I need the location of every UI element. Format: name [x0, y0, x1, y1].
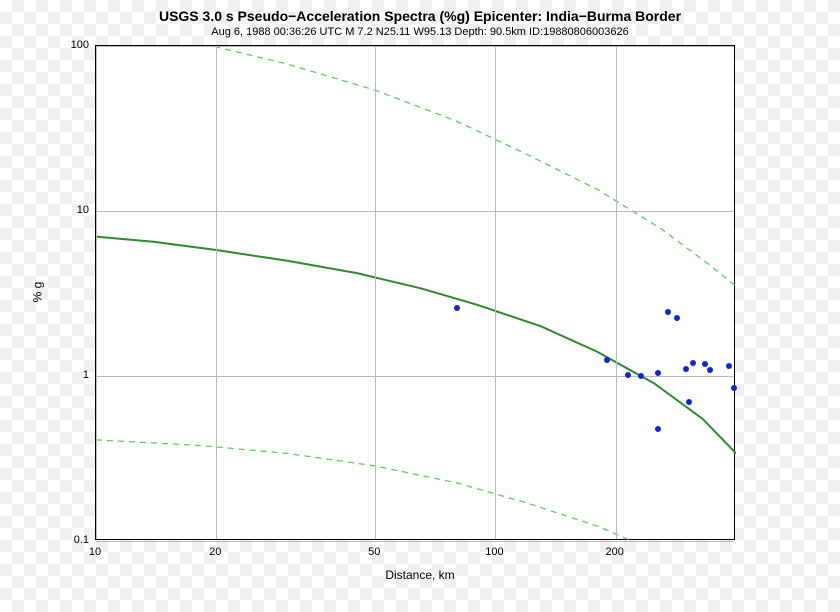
data-point	[707, 367, 713, 373]
grid-line-h	[96, 46, 734, 47]
data-point	[454, 305, 460, 311]
data-point	[726, 363, 732, 369]
plot-area	[95, 45, 735, 540]
y-tick-label: 0.1	[59, 534, 89, 546]
y-axis-label: % g	[30, 281, 44, 302]
x-tick-label: 20	[209, 546, 221, 558]
grid-line-v	[96, 46, 97, 539]
curve-median	[96, 237, 736, 454]
curves-layer	[96, 46, 736, 541]
data-point	[625, 372, 631, 378]
data-point	[690, 360, 696, 366]
data-point	[683, 366, 689, 372]
grid-line-v	[375, 46, 376, 539]
data-point	[665, 309, 671, 315]
grid-line-v	[216, 46, 217, 539]
grid-line-h	[96, 541, 734, 542]
y-tick-label: 1	[59, 369, 89, 381]
x-axis-label: Distance, km	[0, 568, 840, 582]
data-point	[702, 361, 708, 367]
data-point	[731, 385, 737, 391]
data-point	[686, 399, 692, 405]
data-point	[674, 315, 680, 321]
data-point	[604, 357, 610, 363]
x-tick-label: 10	[89, 546, 101, 558]
grid-line-v	[495, 46, 496, 539]
grid-line-h	[96, 211, 734, 212]
grid-line-v	[616, 46, 617, 539]
x-tick-label: 100	[485, 546, 503, 558]
y-tick-label: 10	[59, 204, 89, 216]
y-tick-label: 100	[59, 39, 89, 51]
data-point	[655, 370, 661, 376]
data-point	[655, 426, 661, 432]
chart-canvas: USGS 3.0 s Pseudo−Acceleration Spectra (…	[0, 0, 840, 612]
data-point	[638, 373, 644, 379]
chart-title: USGS 3.0 s Pseudo−Acceleration Spectra (…	[0, 8, 840, 24]
chart-subtitle: Aug 6, 1988 00:36:26 UTC M 7.2 N25.11 W9…	[0, 26, 840, 38]
x-tick-label: 200	[606, 546, 624, 558]
x-tick-label: 50	[368, 546, 380, 558]
